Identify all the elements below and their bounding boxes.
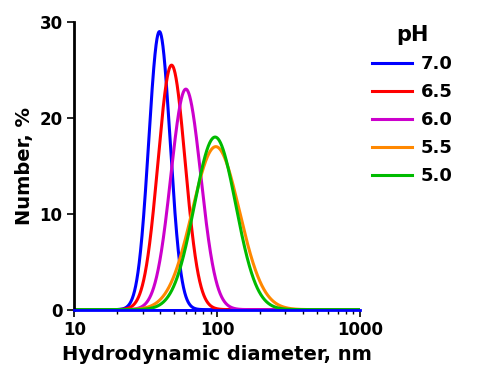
6.0 (214, 284, 220, 288)
7.0 (156, 29, 162, 34)
5.5 (378, 307, 384, 312)
5.5 (100, 307, 105, 312)
5.0 (100, 307, 105, 312)
6.0 (378, 307, 384, 312)
6.0 (100, 307, 105, 312)
5.0 (212, 135, 218, 139)
6.0 (418, 307, 424, 312)
6.0 (425, 307, 431, 312)
5.0 (378, 307, 384, 312)
6.0 (58, 307, 64, 312)
5.0 (425, 307, 431, 312)
5.5 (425, 307, 431, 312)
6.5 (378, 307, 384, 312)
5.5 (122, 307, 128, 312)
6.5 (58, 307, 64, 312)
5.0 (198, 168, 204, 172)
7.0 (214, 307, 220, 312)
7.0 (425, 307, 431, 312)
7.0 (378, 307, 384, 312)
5.5 (58, 307, 64, 312)
6.5 (198, 287, 204, 291)
6.0 (122, 307, 128, 312)
5.0 (214, 136, 220, 141)
6.5 (214, 307, 220, 311)
Line: 5.5: 5.5 (60, 147, 428, 310)
Legend: 7.0, 6.5, 6.0, 5.5, 5.0: 7.0, 6.5, 6.0, 5.5, 5.0 (372, 25, 452, 185)
6.5 (168, 63, 174, 67)
6.5 (100, 307, 105, 312)
6.5 (122, 307, 128, 311)
5.5 (418, 307, 424, 312)
Line: 7.0: 7.0 (60, 31, 428, 310)
6.0 (198, 181, 204, 186)
5.5 (198, 172, 204, 176)
5.0 (418, 307, 424, 312)
5.5 (213, 144, 219, 149)
Line: 6.0: 6.0 (60, 89, 428, 310)
7.0 (198, 307, 204, 312)
7.0 (418, 307, 424, 312)
5.0 (122, 307, 128, 312)
7.0 (122, 306, 128, 311)
7.0 (100, 307, 105, 312)
6.5 (418, 307, 424, 312)
7.0 (58, 307, 64, 312)
5.0 (58, 307, 64, 312)
Y-axis label: Number, %: Number, % (15, 107, 34, 225)
X-axis label: Hydrodynamic diameter, nm: Hydrodynamic diameter, nm (62, 345, 372, 364)
6.5 (425, 307, 431, 312)
Line: 5.0: 5.0 (60, 137, 428, 310)
Line: 6.5: 6.5 (60, 65, 428, 310)
6.0 (183, 87, 189, 91)
5.5 (214, 145, 220, 149)
